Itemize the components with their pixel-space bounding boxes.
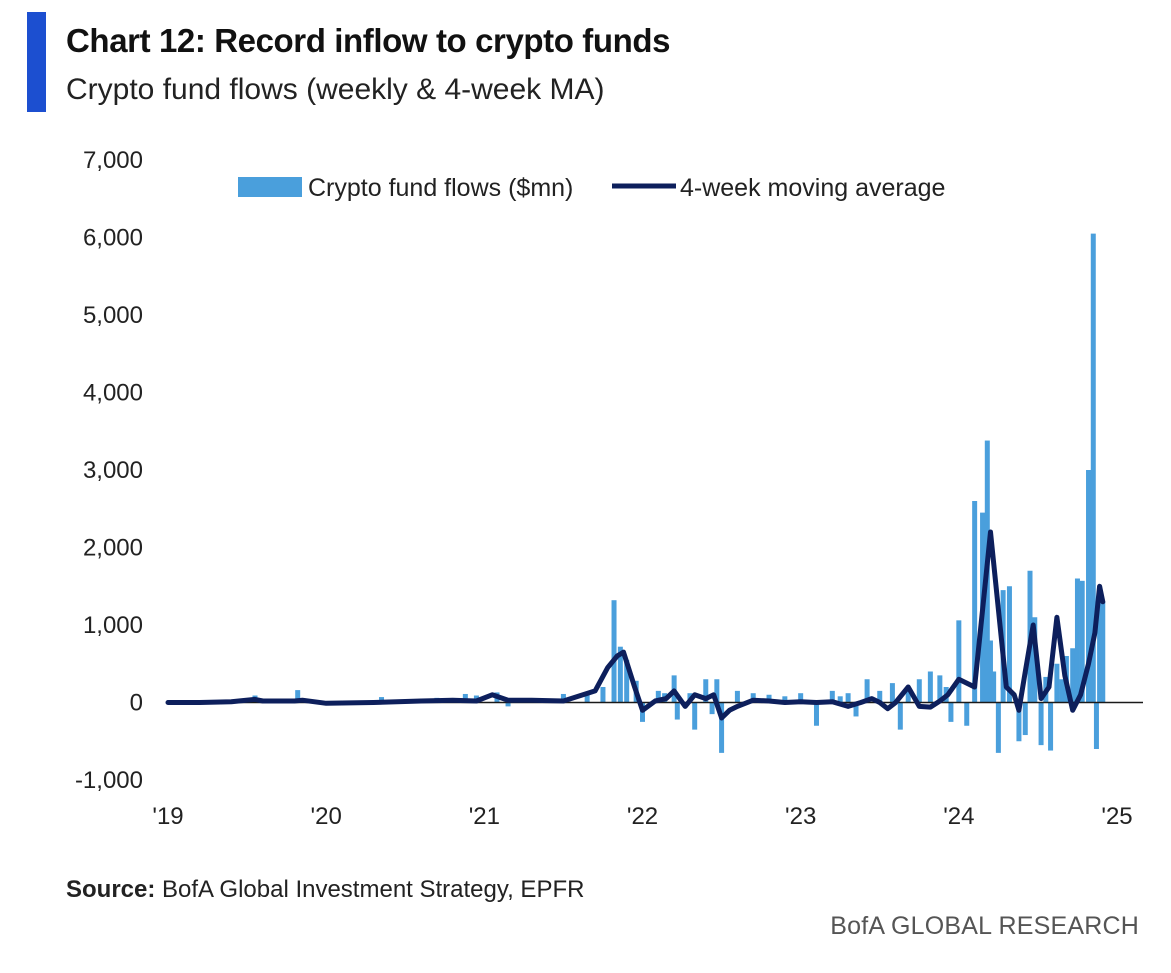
- x-tick-label: '20: [311, 803, 342, 830]
- flow-bar: [829, 690, 835, 703]
- y-axis-ticks: 7,000 6,000 5,000 4,000 3,000 2,000 1,000 0 -1,0…: [75, 147, 143, 794]
- flow-bar: [1090, 233, 1096, 703]
- flow-bar: [956, 620, 962, 703]
- x-axis-ticks: '19 '20 '21 '22 '23 '24 '25: [152, 803, 1132, 830]
- flow-bar: [1016, 702, 1022, 742]
- flow-bar: [1079, 580, 1085, 703]
- y-tick-label: 2,000: [83, 535, 143, 562]
- flow-bar: [927, 671, 933, 703]
- flow-bar: [1006, 586, 1012, 703]
- flow-bar: [864, 679, 870, 703]
- flow-bar: [1048, 702, 1054, 751]
- flow-bar: [845, 693, 851, 703]
- chart-legend: Crypto fund flows ($mn) 4-week moving av…: [238, 174, 945, 202]
- y-tick-label: 6,000: [83, 225, 143, 252]
- flow-bar: [674, 702, 680, 720]
- flow-bar: [813, 702, 819, 726]
- flow-bar: [877, 690, 883, 703]
- flow-bar: [714, 679, 720, 703]
- flow-bar: [798, 693, 804, 703]
- flow-bar: [1070, 648, 1076, 703]
- flow-bar: [624, 659, 630, 703]
- y-tick-label: 3,000: [83, 457, 143, 484]
- source-text: BofA Global Investment Strategy, EPFR: [155, 876, 585, 903]
- flow-bar: [692, 702, 698, 730]
- flow-bar: [972, 501, 978, 703]
- chart-subtitle: Crypto fund flows (weekly & 4-week MA): [66, 73, 605, 106]
- flow-bar: [295, 690, 301, 703]
- y-tick-label: 7,000: [83, 147, 143, 174]
- flow-bar: [1038, 702, 1044, 746]
- flow-bar: [709, 702, 715, 715]
- flow-bar: [889, 683, 895, 703]
- flow-bar: [995, 702, 1001, 753]
- legend-bar-swatch: [238, 177, 302, 197]
- flow-bar: [1093, 702, 1099, 749]
- flow-bar: [611, 600, 617, 703]
- x-tick-label: '24: [943, 803, 974, 830]
- flow-bar: [600, 687, 606, 703]
- y-tick-label: 4,000: [83, 380, 143, 407]
- source-note: Source: BofA Global Investment Strategy,…: [66, 876, 584, 904]
- x-tick-label: '22: [627, 803, 658, 830]
- flow-bar: [782, 696, 788, 703]
- flow-bar: [905, 687, 911, 703]
- x-tick-label: '19: [152, 803, 183, 830]
- flow-bar: [655, 690, 661, 703]
- flow-bar: [987, 640, 993, 703]
- flow-bar: [734, 690, 740, 703]
- flow-bar: [964, 702, 970, 726]
- source-label: Source:: [66, 876, 156, 903]
- flow-bar: [1022, 702, 1028, 736]
- flow-bar: [937, 675, 943, 703]
- flow-bar: [1074, 578, 1080, 703]
- flow-bar: [1086, 470, 1092, 703]
- chart-title: Chart 12: Record inflow to crypto funds: [66, 22, 671, 59]
- flow-bar: [719, 702, 725, 753]
- x-tick-label: '25: [1101, 803, 1132, 830]
- x-tick-label: '21: [469, 803, 500, 830]
- flow-bar: [897, 702, 903, 730]
- accent-bar: [27, 12, 46, 112]
- flow-bar: [948, 702, 954, 722]
- flow-bar: [853, 702, 859, 717]
- flow-bar: [560, 693, 566, 703]
- flow-bar: [584, 693, 590, 703]
- footer-brand: BofA GLOBAL RESEARCH: [830, 912, 1139, 940]
- flow-bar: [991, 671, 997, 703]
- flow-bar: [916, 679, 922, 703]
- flow-bar: [837, 696, 843, 703]
- flow-bar: [617, 646, 623, 703]
- moving-average-line: [165, 529, 1106, 721]
- flow-bar: [703, 679, 709, 703]
- y-tick-label: 0: [130, 690, 143, 717]
- flow-bar: [1097, 586, 1103, 703]
- legend-line-label: 4-week moving average: [680, 174, 945, 202]
- y-tick-label: -1,000: [75, 767, 143, 794]
- legend-bar-label: Crypto fund flows ($mn): [308, 174, 573, 202]
- flow-bar: [505, 702, 511, 707]
- flow-bar: [1054, 663, 1060, 703]
- y-tick-label: 1,000: [83, 612, 143, 639]
- x-tick-label: '23: [785, 803, 816, 830]
- flow-bar: [1059, 679, 1065, 703]
- chart-plot: 7,000 6,000 5,000 4,000 3,000 2,000 1,000 0 -1,0…: [75, 147, 1143, 830]
- flow-bar: [1100, 601, 1106, 703]
- y-tick-label: 5,000: [83, 302, 143, 329]
